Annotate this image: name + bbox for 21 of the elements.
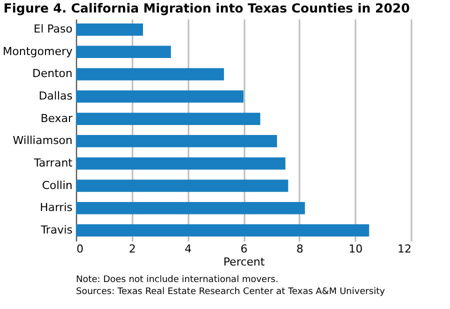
y-tick-label: Tarrant: [32, 156, 74, 170]
text: Note: Does not include international movers.: [76, 275, 278, 285]
chart-title: Figure 4. California Migration into Texas Counties in 2020: [3, 0, 410, 16]
x-tick-label: 4: [184, 242, 192, 256]
x-tick-label: 8: [296, 242, 304, 256]
y-tick-label: El Paso: [34, 22, 73, 36]
x-tick-label: 12: [398, 242, 412, 256]
x-tick-label: 10: [348, 242, 363, 256]
x-tick-label: 6: [240, 242, 248, 256]
y-tick-label: Bexar: [40, 112, 73, 125]
y-tick-label: Harris: [40, 201, 73, 214]
y-tick-label: Williamson: [12, 134, 73, 148]
x-tick-label: 0: [76, 242, 84, 256]
y-tick-label: Denton: [32, 67, 73, 80]
source-note: Sources: Texas Real Estate Research Center at Texas A&M University: [76, 287, 386, 297]
x-tick-label: 2: [128, 242, 136, 256]
y-tick-label: Dallas: [38, 90, 73, 103]
y-tick-label: Collin: [42, 178, 73, 192]
y-tick-label: Travis: [40, 223, 73, 236]
y-tick-label: Montgomery: [2, 44, 73, 58]
x-axis-title: Percent: [223, 256, 266, 268]
